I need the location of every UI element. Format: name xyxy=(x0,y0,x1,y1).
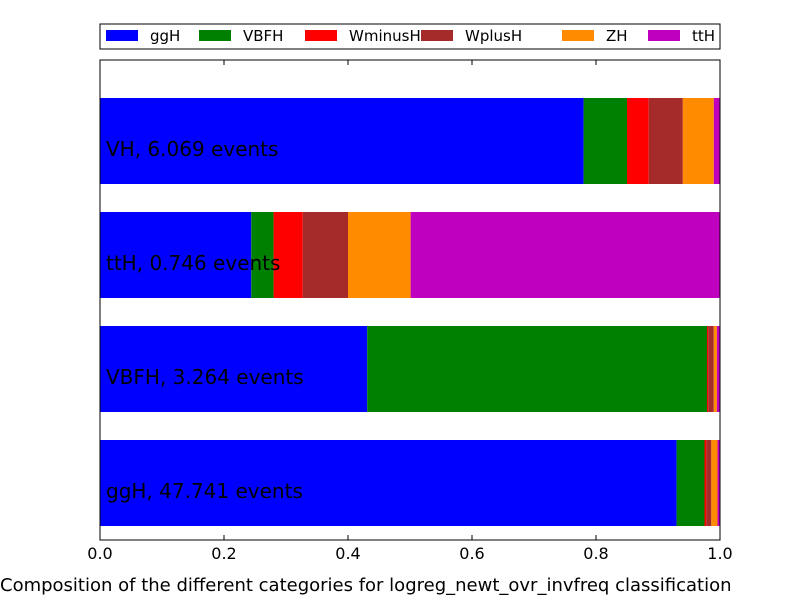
x-tick-label: 0.2 xyxy=(211,544,236,563)
bar-segment-zh-0 xyxy=(711,440,718,526)
bar-segment-wminush-0 xyxy=(704,440,707,526)
category-label: VH, 6.069 events xyxy=(106,137,278,161)
bar-segment-wminush-3 xyxy=(627,98,649,184)
legend: ggH VBFH WminusH WplusH ZH ttH xyxy=(99,23,721,50)
legend-swatch-vbfh xyxy=(199,30,231,41)
bar-segment-tth-3 xyxy=(713,98,720,184)
bar-segment-wminush-1 xyxy=(706,326,709,412)
legend-label-vbfh: VBFH xyxy=(243,27,283,45)
legend-label-tth: ttH xyxy=(692,27,715,45)
bar-segment-tth-0 xyxy=(717,440,720,526)
bar-segment-wminush-2 xyxy=(273,212,303,298)
bar-segment-tth-1 xyxy=(716,326,720,412)
category-label: ttH, 0.746 events xyxy=(106,251,280,275)
bar-segment-vbfh-1 xyxy=(367,326,707,412)
bar-segment-wplush-3 xyxy=(648,98,683,184)
legend-swatch-zh xyxy=(562,30,594,41)
x-tick-label: 1.0 xyxy=(707,544,732,563)
legend-label-zh: ZH xyxy=(606,27,628,45)
category-label: VBFH, 3.264 events xyxy=(106,365,304,389)
bar-segment-zh-1 xyxy=(713,326,717,412)
bar-segment-ggh-1 xyxy=(100,326,368,412)
bar-segment-ggh-0 xyxy=(100,440,677,526)
bars-layer xyxy=(100,98,720,526)
x-tick-label: 0.8 xyxy=(583,544,608,563)
bar-segment-vbfh-3 xyxy=(583,98,627,184)
bar-segment-ggh-3 xyxy=(100,98,584,184)
x-axis: 0.0 0.2 0.4 0.6 0.8 1.0 xyxy=(87,60,733,563)
bar-segment-zh-3 xyxy=(682,98,714,184)
x-tick-label: 0.6 xyxy=(459,544,484,563)
legend-swatch-wminush xyxy=(305,30,337,41)
bar-segment-wplush-2 xyxy=(302,212,348,298)
legend-label-wminush: WminusH xyxy=(349,27,421,45)
bar-segment-zh-2 xyxy=(348,212,411,298)
category-labels: ggH, 47.741 events VBFH, 3.264 events ttH,… xyxy=(106,137,304,503)
x-axis-label: Composition of the different categories … xyxy=(0,575,732,596)
bar-segment-vbfh-2 xyxy=(251,212,274,298)
legend-swatch-tth xyxy=(648,30,680,41)
x-tick-label: 0.4 xyxy=(335,544,360,563)
bar-segment-tth-2 xyxy=(410,212,720,298)
legend-label-wplush: WplusH xyxy=(465,27,522,45)
category-label: ggH, 47.741 events xyxy=(106,479,303,503)
bar-segment-wplush-0 xyxy=(706,440,712,526)
bar-segment-vbfh-0 xyxy=(676,440,705,526)
legend-swatch-wplush xyxy=(421,30,453,41)
bar-segment-ggh-2 xyxy=(100,212,252,298)
legend-swatch-ggh xyxy=(106,30,138,41)
plot-frame xyxy=(99,59,721,541)
x-tick-label: 0.0 xyxy=(87,544,112,563)
legend-label-ggh: ggH xyxy=(150,27,180,45)
bar-segment-wplush-1 xyxy=(708,326,714,412)
